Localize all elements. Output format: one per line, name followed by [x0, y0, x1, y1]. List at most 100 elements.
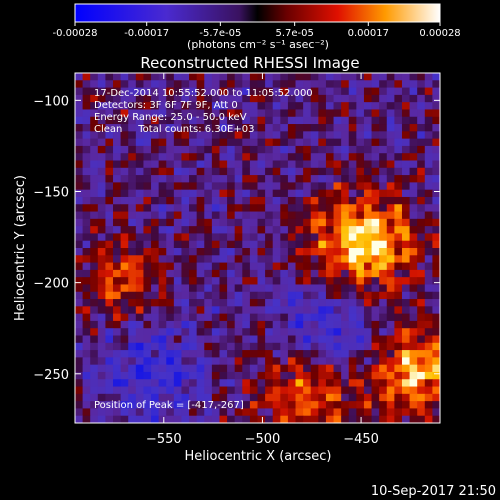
- heatmap-cell: [242, 102, 251, 110]
- heatmap-cell: [234, 240, 243, 249]
- heatmap-cell: [219, 80, 228, 88]
- heatmap-cell: [75, 328, 83, 336]
- heatmap-cell: [105, 342, 114, 351]
- heatmap-cell: [113, 73, 122, 81]
- heatmap-cell: [181, 386, 190, 395]
- heatmap-cell: [97, 393, 106, 402]
- heatmap-cell: [424, 94, 433, 103]
- heatmap-cell: [128, 379, 137, 387]
- heatmap-cell: [181, 182, 190, 191]
- heatmap-cell: [386, 335, 395, 344]
- heatmap-cell: [295, 240, 304, 249]
- heatmap-cell: [310, 277, 319, 285]
- heatmap-cell: [333, 248, 342, 256]
- heatmap-cell: [75, 386, 83, 395]
- heatmap-cell: [204, 291, 213, 300]
- heatmap-cell: [173, 350, 182, 358]
- heatmap-cell: [417, 357, 426, 366]
- heatmap-cell: [280, 175, 289, 183]
- heatmap-cell: [424, 291, 433, 300]
- heatmap-cell: [135, 371, 144, 380]
- heatmap-cell: [166, 204, 175, 212]
- heatmap-cell: [166, 357, 175, 366]
- heatmap-cell: [75, 94, 83, 103]
- heatmap-cell: [105, 109, 114, 118]
- heatmap-cell: [287, 160, 296, 169]
- heatmap-cell: [257, 379, 266, 387]
- heatmap-cell: [173, 131, 182, 140]
- heatmap-cell: [120, 379, 129, 387]
- heatmap-cell: [401, 269, 410, 278]
- heatmap-cell: [242, 342, 251, 351]
- heatmap-cell: [234, 401, 243, 409]
- heatmap-cell: [303, 357, 312, 366]
- heatmap-cell: [242, 131, 251, 140]
- heatmap-cell: [295, 262, 304, 271]
- heatmap-cell: [432, 299, 441, 307]
- heatmap-cell: [356, 342, 365, 351]
- heatmap-cell: [75, 153, 83, 161]
- heatmap-cell: [181, 357, 190, 366]
- heatmap-cell: [394, 160, 403, 169]
- chart-title: Reconstructed RHESSI Image: [140, 54, 359, 72]
- heatmap-cell: [166, 196, 175, 205]
- heatmap-cell: [234, 94, 243, 103]
- heatmap-cell: [363, 131, 372, 140]
- heatmap-cell: [303, 262, 312, 271]
- heatmap-cell: [432, 379, 441, 387]
- heatmap-cell: [341, 342, 350, 351]
- heatmap-cell: [249, 320, 258, 329]
- heatmap-cell: [386, 138, 395, 147]
- heatmap-cell: [151, 233, 160, 242]
- heatmap-cell: [173, 240, 182, 249]
- heatmap-cell: [219, 204, 228, 212]
- heatmap-cell: [128, 175, 137, 183]
- heatmap-cell: [204, 175, 213, 183]
- heatmap-cell: [151, 269, 160, 278]
- heatmap-cell: [97, 226, 106, 234]
- heatmap-cell: [135, 357, 144, 366]
- heatmap-cell: [356, 226, 365, 234]
- heatmap-cell: [386, 175, 395, 183]
- heatmap-cell: [379, 299, 388, 307]
- heatmap-cell: [394, 153, 403, 161]
- heatmap-cell: [82, 182, 91, 191]
- heatmap-cell: [105, 401, 114, 409]
- heatmap-cell: [386, 401, 395, 409]
- heatmap-cell: [341, 80, 350, 88]
- heatmap-cell: [135, 87, 144, 96]
- heatmap-cell: [348, 299, 357, 307]
- heatmap-cell: [325, 87, 334, 96]
- heatmap-cell: [181, 393, 190, 402]
- heatmap-cell: [173, 248, 182, 256]
- heatmap-cell: [303, 328, 312, 336]
- heatmap-cell: [318, 357, 327, 366]
- heatmap-cell: [280, 262, 289, 271]
- heatmap-cell: [379, 182, 388, 191]
- y-tick-label: −250: [33, 368, 69, 383]
- heatmap-cell: [242, 124, 251, 132]
- heatmap-cell: [97, 153, 106, 161]
- heatmap-cell: [386, 160, 395, 169]
- heatmap-cell: [386, 73, 395, 81]
- heatmap-cell: [295, 124, 304, 132]
- heatmap-cell: [409, 401, 418, 409]
- heatmap-cell: [135, 320, 144, 329]
- heatmap-cell: [318, 248, 327, 256]
- heatmap-cell: [379, 371, 388, 380]
- heatmap-cell: [196, 393, 205, 402]
- heatmap-cell: [257, 269, 266, 278]
- heatmap-cell: [181, 73, 190, 81]
- heatmap-cell: [143, 116, 152, 125]
- heatmap-cell: [151, 401, 160, 409]
- heatmap-cell: [151, 262, 160, 271]
- heatmap-cell: [310, 328, 319, 336]
- heatmap-cell: [394, 175, 403, 183]
- heatmap-cell: [287, 313, 296, 322]
- heatmap-cell: [227, 357, 236, 366]
- heatmap-cell: [348, 124, 357, 132]
- heatmap-cell: [143, 80, 152, 88]
- heatmap-cell: [211, 116, 220, 125]
- heatmap-cell: [318, 124, 327, 132]
- heatmap-cell: [249, 269, 258, 278]
